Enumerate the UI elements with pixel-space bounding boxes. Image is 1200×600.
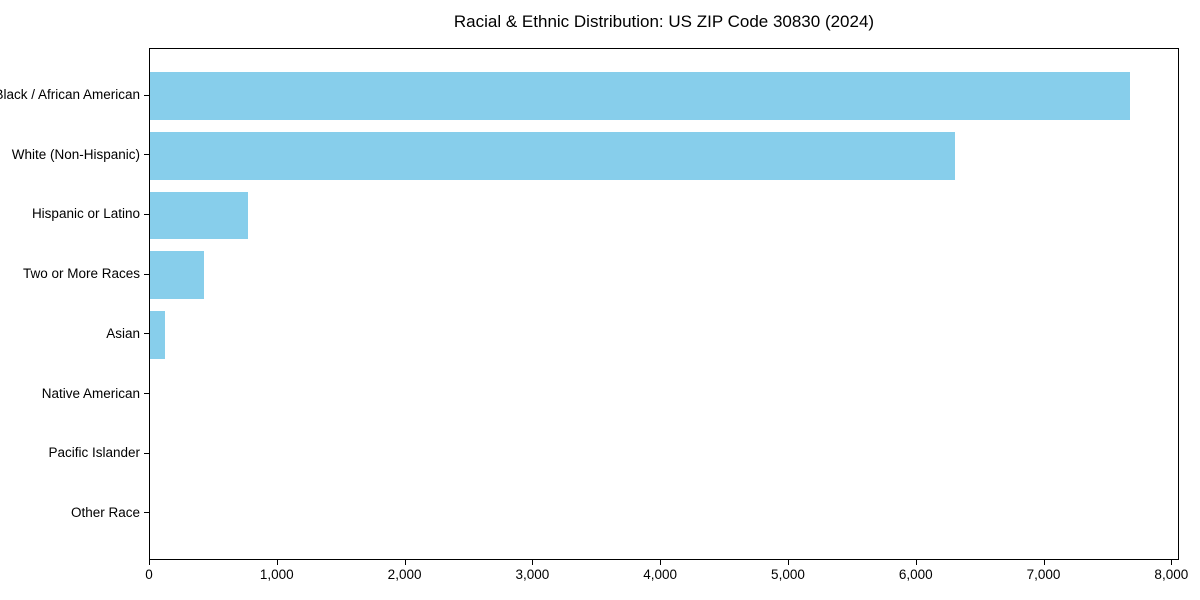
x-axis-label-1000: 1,000: [259, 567, 294, 582]
y-axis-label-two-or-more-races: Two or More Races: [22, 266, 140, 282]
bar-black-african-american: [150, 72, 1130, 120]
x-tick-mark: [532, 560, 534, 565]
y-axis-label-other-race: Other Race: [70, 504, 140, 520]
x-tick-mark: [149, 560, 150, 565]
bar-asian: [150, 310, 166, 359]
x-axis-label-3000: 3,000: [515, 567, 550, 582]
x-axis-label-8000: 8,000: [1154, 567, 1189, 582]
x-tick-mark: [404, 560, 406, 565]
x-axis-label-5000: 5,000: [771, 567, 805, 582]
y-tick-mark: [144, 154, 149, 156]
y-tick-mark: [144, 452, 149, 454]
y-tick-mark: [144, 512, 149, 514]
bar-white-non-hispanic: [150, 131, 955, 180]
bar-two-or-more-races: [150, 251, 204, 300]
y-axis-label-hispanic-or-latino: Hispanic or Latino: [31, 206, 140, 222]
x-tick-mark: [276, 560, 278, 565]
y-tick-mark: [144, 94, 149, 96]
y-tick-mark: [144, 333, 149, 335]
bar-hispanic-or-latino: [150, 191, 248, 240]
x-tick-mark: [1043, 560, 1045, 565]
x-axis-label-7000: 7,000: [1026, 567, 1061, 582]
y-tick-mark: [144, 273, 149, 275]
y-axis-label-native-american: Native American: [41, 385, 140, 401]
y-axis-label-black-african-american: Black / African American: [0, 87, 140, 103]
x-axis-label-0: 0: [145, 567, 153, 582]
x-tick-mark: [787, 560, 789, 565]
y-axis-label-white-non-hispanic: White (Non-Hispanic): [11, 146, 140, 162]
chart-title: Racial & Ethnic Distribution: US ZIP Cod…: [453, 12, 875, 31]
y-tick-mark: [144, 213, 149, 215]
y-axis-label-pacific-islander: Pacific Islander: [48, 445, 140, 461]
y-tick-mark: [144, 393, 149, 394]
x-axis-label-2000: 2,000: [387, 567, 422, 582]
plot-area: [149, 48, 1179, 560]
x-axis-label-4000: 4,000: [643, 567, 678, 582]
x-axis-label-6000: 6,000: [898, 567, 933, 582]
x-tick-mark: [660, 560, 662, 565]
x-tick-mark: [1171, 560, 1173, 565]
x-tick-mark: [915, 560, 917, 565]
y-axis-label-asian: Asian: [106, 325, 140, 341]
